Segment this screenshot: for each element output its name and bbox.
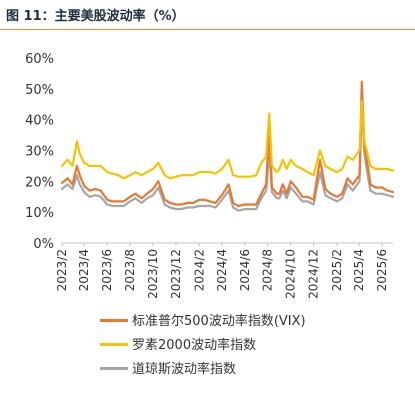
series-line-2 [60, 103, 395, 212]
series-layer [60, 80, 395, 212]
title-divider [0, 29, 415, 30]
figure-title: 图 11：主要美股波动率（%） [6, 9, 185, 24]
y-axis: 0% 10% 20% 30% 40% 50% 60% [25, 52, 54, 252]
legend-item: 道琼斯波动率指数 [100, 356, 410, 380]
figure-header: 图 11：主要美股波动率（%） [0, 0, 415, 30]
y-tick-label: 60% [25, 52, 54, 67]
legend-swatch [100, 343, 128, 346]
legend-label: 罗素2000波动率指数 [132, 338, 257, 353]
x-tick-label: 2023/2 [55, 249, 69, 291]
x-tick-label: 2023/10 [146, 249, 160, 299]
x-tick-label: 2025/6 [375, 249, 389, 291]
x-tick-label: 2023/12 [169, 249, 183, 299]
legend-item: 罗素2000波动率指数 [100, 332, 410, 356]
legend-swatch [100, 367, 128, 370]
x-tick-label: 2025/4 [352, 249, 366, 291]
x-tick-label: 2023/8 [123, 249, 137, 291]
x-tick-label: 2024/2 [192, 249, 206, 291]
x-tick-label: 2025/2 [330, 249, 344, 291]
y-tick-label: 20% [25, 175, 54, 190]
y-tick-label: 50% [25, 83, 54, 98]
x-tick-label: 2023/6 [100, 249, 114, 291]
y-tick-label: 40% [25, 114, 54, 129]
legend-item: 标准普尔500波动率指数(VIX) [100, 308, 410, 332]
legend-label: 标准普尔500波动率指数(VIX) [132, 314, 306, 329]
legend-label: 道琼斯波动率指数 [132, 362, 237, 377]
series-line-1 [60, 100, 395, 180]
series-line-0 [60, 80, 395, 208]
y-tick-label: 30% [25, 145, 54, 160]
x-tick-label: 2024/4 [215, 249, 229, 291]
x-axis: 2023/2 2023/4 2023/6 2023/8 2023/10 2023/12 20… [55, 242, 393, 299]
y-tick-label: 0% [33, 237, 54, 252]
legend-swatch [100, 319, 128, 322]
x-tick-label: 2024/8 [261, 249, 275, 291]
x-tick-label: 2023/4 [77, 249, 91, 291]
y-tick-label: 10% [25, 206, 54, 221]
x-tick-label: 2024/12 [307, 249, 321, 299]
x-tick-label: 2024/10 [284, 249, 298, 299]
legend: 标准普尔500波动率指数(VIX) 罗素2000波动率指数 道琼斯波动率指数 [100, 308, 410, 380]
x-tick-label: 2024/6 [238, 249, 252, 291]
